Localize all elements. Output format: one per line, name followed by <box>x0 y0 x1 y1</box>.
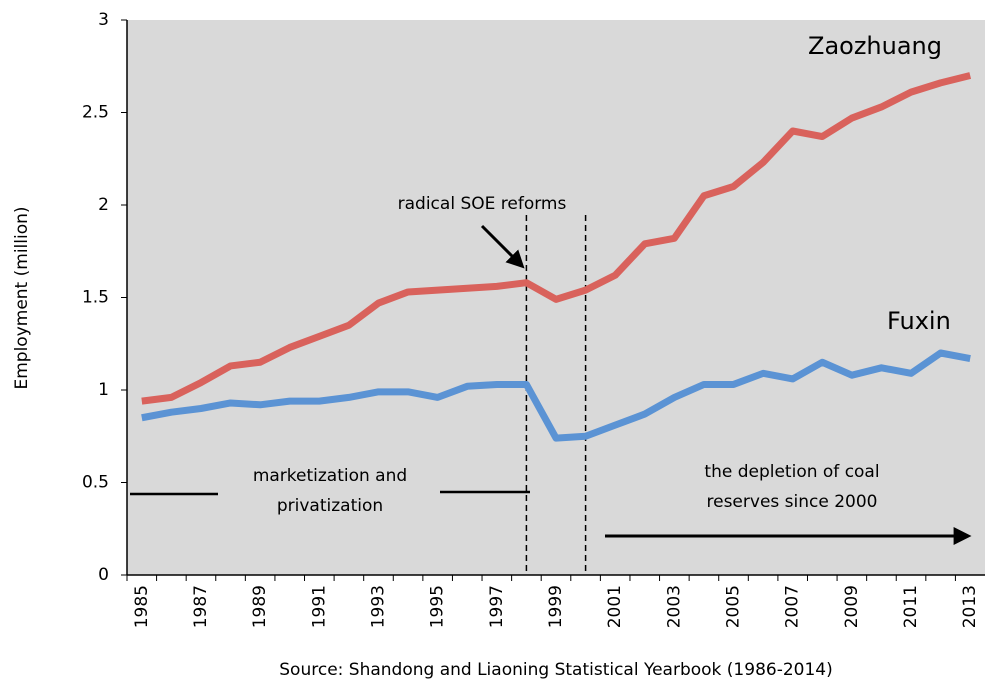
x-tick-label: 1987 <box>191 585 211 628</box>
x-tick-label: 1995 <box>428 585 448 628</box>
x-tick-label: 2007 <box>783 585 803 628</box>
line <box>141 72 972 405</box>
annotation: radical SOE reforms <box>398 194 567 214</box>
y-tick-label: 0.5 <box>82 473 109 493</box>
line <box>141 349 971 442</box>
x-tick-label: 1997 <box>487 585 507 628</box>
x-tick-label: 1991 <box>309 585 329 628</box>
y-axis-label: Employment (million) <box>12 206 32 389</box>
annotation: reserves since 2000 <box>707 492 878 512</box>
x-tick-label: 1999 <box>546 585 566 628</box>
y-tick-label: 2.5 <box>82 103 109 123</box>
annotation: the depletion of coal <box>704 462 879 482</box>
x-tick-label: 2011 <box>901 585 921 628</box>
y-tick-label: 3 <box>98 10 109 30</box>
series-label: Zaozhuang <box>808 32 942 60</box>
x-tick-label: 2013 <box>960 585 980 628</box>
x-tick-label: 1993 <box>368 585 388 628</box>
x-tick-label: 2009 <box>842 585 862 628</box>
arrow <box>480 224 525 269</box>
x-tick-label: 2003 <box>664 585 684 628</box>
y-tick-label: 1 <box>98 380 109 400</box>
x-tick-label: 2005 <box>724 585 744 628</box>
annotation: privatization <box>277 496 383 516</box>
series-label: Fuxin <box>887 307 951 335</box>
x-tick-label: 2001 <box>605 585 625 628</box>
x-tick-label: 1985 <box>132 585 152 628</box>
annotation: marketization and <box>253 466 407 486</box>
y-tick-label: 2 <box>98 195 109 215</box>
source: Source: Shandong and Liaoning Statistica… <box>279 660 832 680</box>
y-tick-label: 0 <box>98 565 109 585</box>
x-tick-label: 1989 <box>250 585 270 628</box>
y-tick-label: 1.5 <box>82 288 109 308</box>
